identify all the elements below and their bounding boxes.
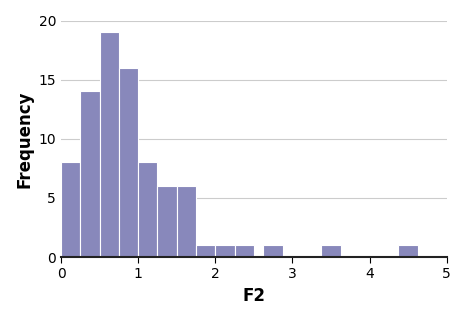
Bar <box>177 186 196 257</box>
Bar <box>215 245 234 257</box>
Bar <box>119 68 138 257</box>
Bar <box>158 186 177 257</box>
Bar <box>322 245 341 257</box>
Bar <box>138 163 158 257</box>
Bar <box>398 245 418 257</box>
Bar <box>80 92 100 257</box>
Bar <box>234 245 254 257</box>
X-axis label: F2: F2 <box>242 287 265 305</box>
Bar <box>61 163 80 257</box>
Bar <box>263 245 283 257</box>
Y-axis label: Frequency: Frequency <box>15 90 33 188</box>
Bar <box>100 32 119 257</box>
Bar <box>196 245 215 257</box>
